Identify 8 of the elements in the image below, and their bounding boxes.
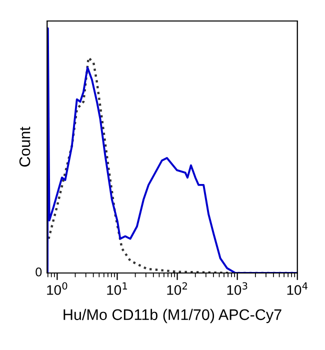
x-tick-label: 10$^{1}$ (107, 282, 127, 295)
x-tick-label: 10$^{0}$ (47, 282, 68, 295)
x-tick-label: 10$^{4}$ (287, 282, 308, 295)
x-tick-label: 10$^{2}$ (167, 282, 187, 295)
y-axis-title: Count (19, 126, 30, 167)
text: 0 (36, 268, 42, 276)
x-tick-label: 10$^{3}$ (227, 282, 248, 295)
x-axis-title: Hu/Mo CD11b (M1/70) APC-Cy7 (64, 308, 282, 324)
